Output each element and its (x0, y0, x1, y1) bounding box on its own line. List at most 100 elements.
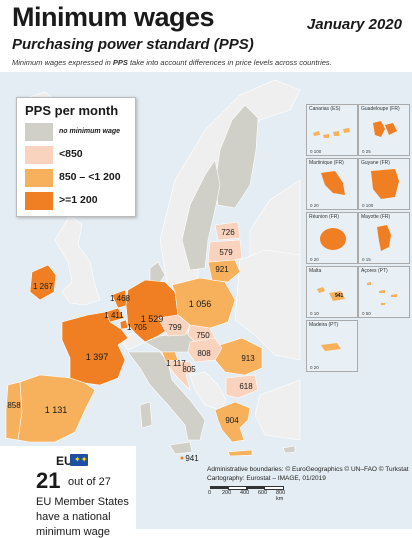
note-suffix: take into account differences in price l… (127, 58, 332, 67)
inset-map (371, 169, 399, 199)
inset-map (317, 287, 345, 301)
scale-label: 400 (240, 490, 250, 496)
country-fi (214, 104, 259, 209)
inset-map (313, 128, 350, 138)
inset-malta: Malta 0 10 941 (306, 266, 358, 318)
inset-guyane: Guyane (FR) 0 100 (358, 158, 410, 210)
country-ro (214, 337, 263, 376)
legend-item-low: <850 (25, 146, 133, 164)
value-fr: 1 397 (86, 352, 109, 362)
country-fr (61, 311, 129, 386)
scale-segment (210, 486, 228, 489)
scale-segment (264, 486, 284, 490)
inset-map (377, 225, 391, 251)
map-subtitle: Purchasing power standard (PPS) (12, 36, 254, 53)
map-date: January 2020 (306, 16, 402, 33)
legend-label: 850 – <1 200 (59, 171, 121, 183)
value-ro: 913 (241, 354, 255, 363)
footer-line-1: EU Member States (36, 496, 129, 508)
island-crete (227, 449, 253, 457)
inset-scale: 0 20 (310, 203, 319, 208)
legend-item-high: >=1 200 (25, 192, 133, 210)
inset-canarias: Canarias (ES) 0 100 (306, 104, 358, 156)
country-uk (54, 214, 101, 306)
legend-item-mid: 850 – <1 200 (25, 169, 133, 187)
value-sk: 750 (196, 331, 210, 340)
map-credits: Administrative boundaries: © EuroGeograp… (207, 466, 409, 483)
inset-name: Canarias (ES) (309, 106, 341, 112)
credits-line-2: Cartography: Eurostat – IMAGE, 01/2019 (207, 474, 326, 482)
legend-item-no-wage: no minimum wage (25, 123, 133, 141)
map-note: Minimum wages expressed in PPS take into… (12, 58, 332, 67)
country-lv (207, 239, 243, 263)
country-lu (119, 319, 129, 330)
legend-label: no minimum wage (59, 128, 121, 135)
value-bg: 618 (239, 382, 253, 391)
legend-label: <850 (59, 148, 83, 160)
country-balkans (189, 371, 227, 411)
inset-name: Açores (PT) (361, 268, 388, 274)
inset-name: Madeira (PT) (309, 322, 339, 328)
country-it (127, 351, 206, 441)
inset-mayotte: Mayotte (FR) 0 15 (358, 212, 410, 264)
country-bg (225, 374, 259, 399)
map-title: Minimum wages (12, 2, 215, 32)
inset-name: Réunion (FR) (309, 214, 340, 220)
inset-scale: 0 10 (310, 311, 319, 316)
inset-malta-value: 941 (335, 293, 344, 299)
inset-scale: 0 15 (362, 257, 371, 262)
legend-swatch (25, 169, 53, 187)
inset-scale: 0 25 (362, 149, 371, 154)
value-lt: 921 (215, 265, 229, 274)
inset-map (321, 171, 345, 195)
inset-scale: 0 20 (310, 257, 319, 262)
scale-label: 600 (258, 490, 268, 496)
country-ie (29, 264, 57, 301)
value-hu: 808 (197, 349, 211, 358)
legend-swatch (25, 146, 53, 164)
eu-label: EU (56, 454, 73, 468)
inset-name: Guyane (FR) (361, 160, 390, 166)
country-cz (157, 314, 191, 337)
eu-out-of: out of 27 (68, 476, 111, 488)
value-be: 1 411 (104, 311, 124, 320)
scale-segment (246, 486, 264, 489)
inset-azores: Açores (PT) 0 50 (358, 266, 410, 318)
country-si (161, 351, 179, 363)
country-se (181, 159, 221, 271)
country-gr (214, 401, 251, 443)
island-sicily (169, 441, 193, 455)
value-si: 1 117 (166, 359, 186, 368)
inset-scale: 0 20 (310, 365, 319, 370)
value-es: 1 131 (45, 405, 68, 415)
value-mt: 941 (185, 454, 199, 463)
value-gr: 904 (225, 416, 239, 425)
inset-scale: 0 100 (310, 149, 322, 154)
note-prefix: Minimum wages expressed in (12, 58, 113, 67)
legend-title: PPS per month (25, 103, 119, 118)
country-tr (254, 379, 301, 441)
country-dk (149, 261, 166, 286)
inset-map (321, 343, 341, 351)
eu-count: 21 (36, 468, 61, 493)
value-lu: 1 705 (127, 323, 148, 332)
inset-scale: 0 100 (362, 203, 374, 208)
inset-madeira: Madeira (PT) 0 20 (306, 320, 358, 372)
inset-scale: 0 50 (362, 311, 371, 316)
inset-name: Malta (309, 268, 322, 274)
value-lv: 579 (219, 248, 233, 257)
eu-summary-box: EU ✦✦ 21 out of 27 EU Member States have… (0, 446, 136, 538)
value-pl: 1 056 (189, 299, 212, 309)
value-ie: 1 267 (33, 282, 54, 291)
value-nl: 1 468 (110, 294, 131, 303)
value-de: 1 529 (141, 314, 164, 324)
island-sardinia (139, 401, 153, 429)
country-by-ua (234, 249, 301, 361)
legend-swatch (25, 123, 53, 141)
scale-label: 800 km (276, 490, 286, 502)
legend-label: >=1 200 (59, 194, 98, 206)
country-hu (187, 337, 223, 363)
inset-name: Guadeloupe (FR) (361, 106, 400, 112)
credits-line-1: Administrative boundaries: © EuroGeograp… (207, 466, 409, 473)
value-cz: 799 (168, 323, 182, 332)
